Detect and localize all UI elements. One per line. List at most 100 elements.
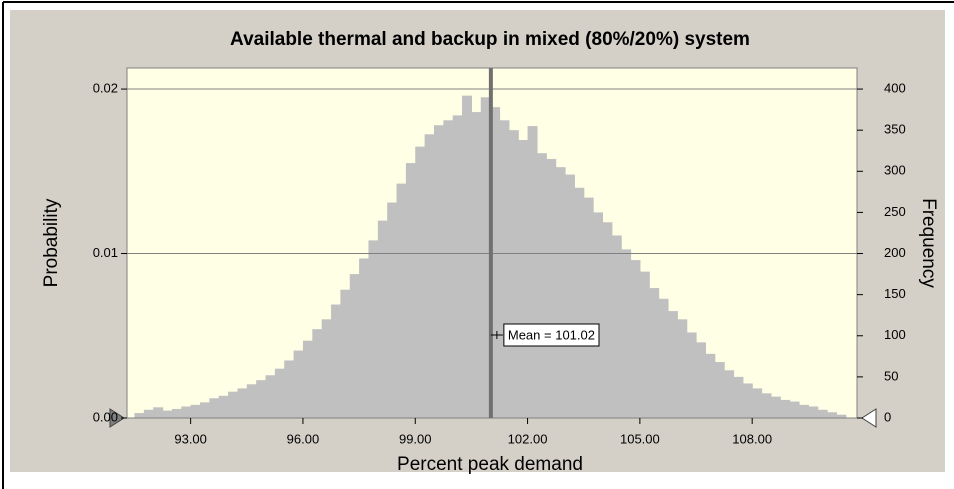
histogram-bar [705, 353, 716, 418]
y2-tick-label: 400 [884, 80, 906, 95]
y2-axis-title: Frequency [918, 198, 939, 288]
x-tick-label: 99.00 [399, 431, 432, 446]
histogram-bar [761, 393, 772, 418]
histogram-bar [134, 413, 145, 418]
histogram-bar [490, 107, 501, 418]
histogram-bar [770, 396, 781, 418]
histogram-bar [536, 153, 547, 418]
histogram-bar [565, 174, 575, 418]
histogram-bar [200, 402, 210, 418]
histogram-bar [424, 134, 435, 418]
histogram-bar [153, 407, 164, 418]
histogram-bar [302, 340, 313, 418]
histogram-bar [368, 240, 379, 418]
histogram-bar [246, 384, 257, 418]
histogram-bar [209, 398, 220, 418]
x-tick-label: 93.00 [174, 431, 207, 446]
histogram-bar [733, 376, 744, 418]
right-slider[interactable] [861, 408, 877, 428]
y2-tick-label: 200 [884, 245, 906, 260]
histogram-bar [677, 319, 688, 418]
histogram-bar [265, 375, 276, 418]
histogram-bar [387, 202, 398, 418]
mean-label-box [503, 323, 600, 347]
histogram-bar [433, 125, 444, 418]
histogram-bar [658, 298, 669, 418]
y-tick-label: 0.00 [93, 409, 118, 424]
histogram-bar [817, 409, 828, 418]
histogram-bar [752, 388, 763, 418]
histogram-bar [396, 183, 407, 418]
histogram-bar [171, 408, 182, 418]
histogram-bar [349, 274, 360, 418]
histogram-bar [686, 332, 697, 418]
chart-title: Available thermal and backup in mixed (8… [230, 29, 750, 50]
histogram-bar [190, 404, 201, 418]
histogram-bar [518, 140, 529, 418]
histogram-bar [574, 187, 585, 418]
histogram-bar [312, 329, 323, 418]
histogram-bar [218, 395, 229, 418]
histogram-bar [340, 289, 351, 418]
histogram-bar [836, 414, 847, 418]
histogram-bar [798, 404, 809, 418]
histogram-bar [462, 95, 473, 418]
y2-tick-label: 300 [884, 163, 906, 178]
x-axis-title: Percent peak demand [397, 454, 583, 475]
histogram-bar [621, 249, 632, 418]
histogram-bar [256, 380, 267, 418]
histogram-bar [780, 399, 791, 418]
y2-tick-label: 100 [884, 327, 906, 342]
histogram-bar [228, 391, 239, 418]
histogram-bar [181, 406, 192, 418]
histogram-bar [649, 288, 660, 418]
y2-tick-label: 150 [884, 286, 906, 301]
histogram-bar [546, 158, 557, 418]
histogram-bar [293, 350, 304, 418]
histogram-bar [377, 220, 388, 418]
x-tick-label: 108.00 [732, 431, 772, 446]
y-axis-title: Probability [41, 198, 62, 287]
x-tick-label: 105.00 [620, 431, 660, 446]
histogram-bar [714, 362, 725, 418]
histogram-bar [331, 304, 341, 418]
histogram-bar [274, 368, 285, 418]
histogram-bar [359, 258, 370, 418]
histogram-bar [639, 271, 650, 418]
histogram-bar [583, 197, 594, 418]
y2-tick-label: 250 [884, 204, 906, 219]
histogram-bar [237, 388, 248, 418]
mean-label: Mean = 101.02 [508, 327, 595, 342]
histogram-bar [480, 97, 491, 419]
y-tick-label: 0.01 [93, 245, 118, 260]
histogram-bar [443, 120, 454, 418]
histogram-bar [742, 383, 753, 418]
histogram-bar [630, 260, 641, 418]
histogram-bar [696, 342, 706, 418]
histogram-bar [808, 406, 819, 418]
x-tick-label: 96.00 [287, 431, 320, 446]
histogram-bar [321, 319, 332, 418]
histogram-bar [162, 410, 173, 418]
histogram-bar [405, 163, 416, 418]
histogram-bar [415, 146, 426, 419]
histogram-bar [143, 409, 154, 418]
histogram-bar [827, 412, 838, 418]
histogram-bar [602, 222, 613, 418]
histogram-bar [611, 235, 622, 418]
histogram-bar [527, 126, 538, 419]
histogram-bar [789, 401, 800, 418]
left-slider[interactable] [109, 408, 125, 428]
histogram-bar [555, 167, 566, 418]
y2-tick-label: 350 [884, 122, 906, 137]
histogram-bar [667, 311, 678, 418]
histogram-bar [284, 360, 295, 418]
histogram-bar [499, 120, 510, 418]
histogram-bar [452, 115, 463, 419]
histogram-bar [508, 130, 519, 418]
y2-tick-label: 50 [884, 368, 898, 383]
y2-tick-label: 0 [884, 409, 891, 424]
y-tick-label: 0.02 [93, 80, 118, 95]
histogram-bar [593, 212, 604, 418]
